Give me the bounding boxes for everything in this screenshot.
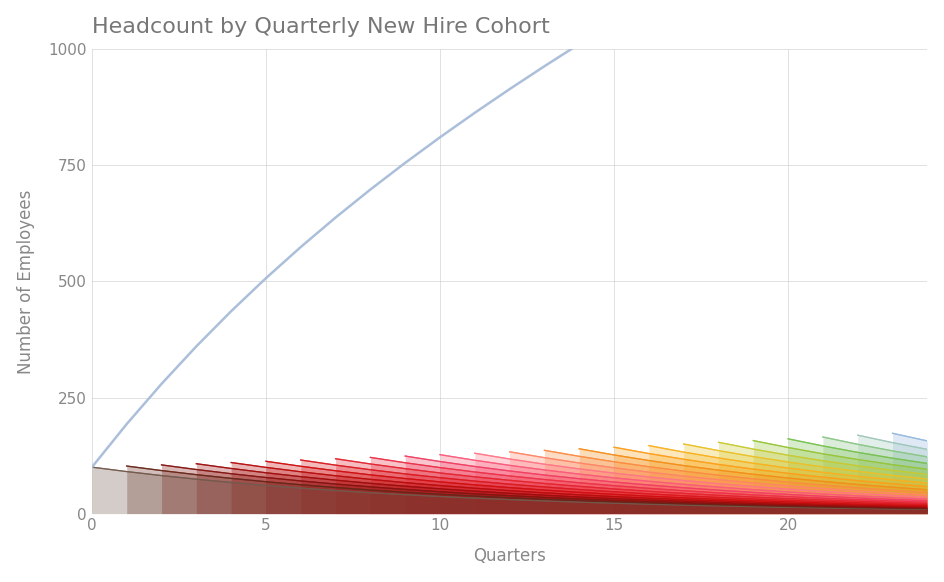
X-axis label: Quarters: Quarters: [473, 547, 546, 565]
Y-axis label: Number of Employees: Number of Employees: [17, 189, 35, 374]
Text: Headcount by Quarterly New Hire Cohort: Headcount by Quarterly New Hire Cohort: [92, 17, 549, 37]
